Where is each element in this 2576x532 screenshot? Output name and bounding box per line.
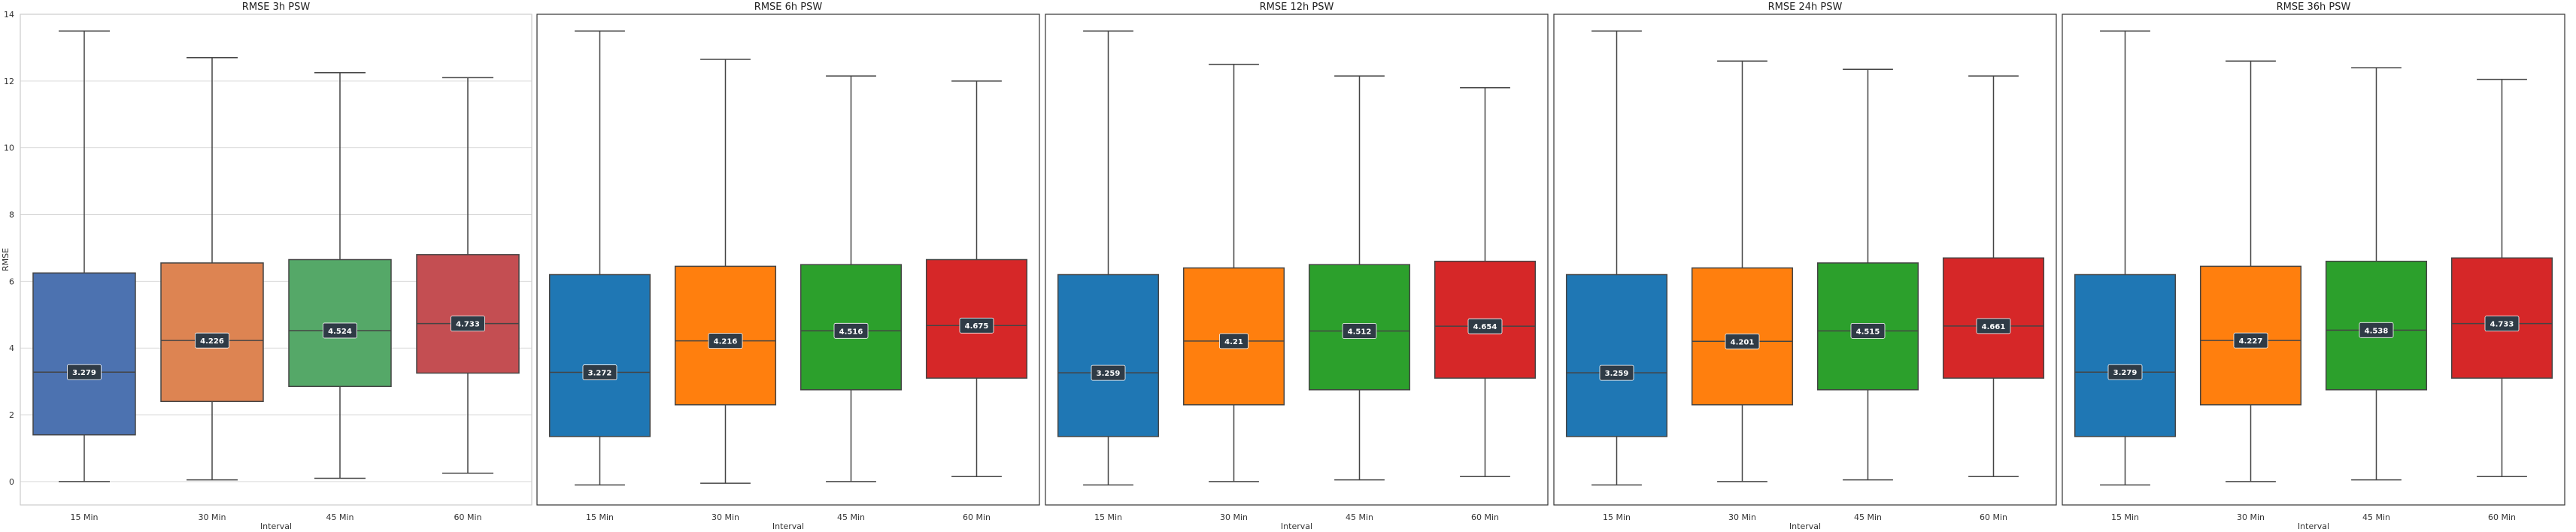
- axes-frame: [20, 14, 532, 506]
- median-label-bg: [1976, 318, 2011, 334]
- x-axis-label: Interval: [1789, 521, 1821, 531]
- median-label: 4.516: [839, 328, 863, 336]
- median-label: 4.538: [2365, 327, 2389, 335]
- x-tick-label: 45 Min: [326, 512, 353, 522]
- box-15-min: [1565, 274, 1668, 437]
- x-tick-label: 60 Min: [1980, 512, 2007, 522]
- x-tick-label: 60 Min: [2488, 512, 2516, 522]
- axes-frame: [1045, 14, 1549, 506]
- box-60-min: [416, 254, 520, 374]
- x-tick-label: 45 Min: [1854, 512, 1882, 522]
- subplot-title: RMSE 6h PSW: [754, 2, 823, 13]
- median-label: 4.216: [714, 338, 738, 346]
- median-label-bg: [2107, 364, 2143, 380]
- y-tick-label: 4: [9, 343, 14, 353]
- median-label: 4.675: [965, 322, 989, 331]
- box-60-min: [1942, 257, 2045, 379]
- box-15-min: [32, 272, 136, 436]
- y-tick-label: 8: [9, 210, 14, 220]
- median-label: 4.661: [1982, 323, 2006, 331]
- x-tick-label: 15 Min: [1094, 512, 1122, 522]
- median-label-bg: [1091, 364, 1126, 381]
- box-45-min: [1308, 264, 1411, 391]
- axes-frame: [1553, 14, 2057, 506]
- median-label-bg: [1725, 333, 1760, 349]
- median-label-bg: [323, 322, 357, 339]
- median-label: 4.512: [1348, 328, 1372, 336]
- x-tick-label: 30 Min: [1220, 512, 1248, 522]
- subplot-2: 3.272 15 Min 4.216 30 Min 4.516 45 Min 4.675 60…: [536, 2, 1040, 531]
- x-tick-label: 30 Min: [712, 512, 739, 522]
- subplot-4: 3.259 15 Min 4.201 30 Min 4.515 45 Min 4.661 60…: [1553, 2, 2057, 531]
- median-label-bg: [2484, 316, 2520, 332]
- x-axis-label: Interval: [2298, 521, 2329, 531]
- x-tick-label: 15 Min: [586, 512, 614, 522]
- subplot-5: 3.279 15 Min 4.227 30 Min 4.538 45 Min 4.733 60…: [2062, 2, 2565, 531]
- median-label-bg: [1467, 318, 1503, 334]
- median-label-bg: [1219, 333, 1249, 349]
- x-tick-label: 30 Min: [2237, 512, 2265, 522]
- median-label-bg: [582, 364, 617, 380]
- subplot-3: 3.259 15 Min 4.21 30 Min 4.512 45 Min 4.654 60 …: [1045, 2, 1549, 531]
- y-tick-label: 2: [9, 410, 14, 420]
- subplot-title: RMSE 24h PSW: [1768, 2, 1843, 13]
- subplot-title: RMSE 12h PSW: [1260, 2, 1334, 13]
- x-tick-label: 45 Min: [2362, 512, 2390, 522]
- box-15-min: [1057, 274, 1160, 437]
- median-label: 4.226: [200, 337, 224, 346]
- median-label-bg: [2233, 332, 2268, 349]
- x-axis-label: Interval: [1281, 521, 1312, 531]
- median-label-bg: [2359, 322, 2394, 338]
- box-30-min: [160, 262, 264, 403]
- x-tick-label: 60 Min: [963, 512, 991, 522]
- median-label: 3.272: [588, 370, 612, 378]
- x-tick-label: 30 Min: [198, 512, 226, 522]
- axes-frame: [536, 14, 1040, 506]
- x-axis-label: Interval: [260, 521, 292, 531]
- median-label: 4.733: [2490, 321, 2514, 329]
- median-label-bg: [67, 364, 102, 380]
- x-tick-label: 15 Min: [2111, 512, 2139, 522]
- median-label-bg: [1599, 364, 1634, 381]
- median-label: 4.227: [2239, 337, 2263, 346]
- median-label: 4.733: [456, 321, 480, 329]
- y-tick-label: 10: [4, 144, 14, 153]
- median-label-bg: [833, 322, 869, 339]
- x-tick-label: 60 Min: [1471, 512, 1499, 522]
- median-label: 3.259: [1605, 370, 1629, 378]
- median-label: 4.201: [1731, 338, 1755, 346]
- median-label-bg: [708, 333, 743, 349]
- x-tick-label: 15 Min: [70, 512, 98, 522]
- median-label: 4.654: [1473, 323, 1497, 331]
- median-label: 4.524: [328, 328, 352, 336]
- subplot-title: RMSE 3h PSW: [242, 2, 311, 13]
- median-label: 3.259: [1097, 370, 1121, 378]
- x-tick-label: 15 Min: [1603, 512, 1631, 522]
- median-label-bg: [451, 316, 485, 332]
- axes-frame: [2062, 14, 2565, 506]
- x-tick-label: 45 Min: [1346, 512, 1373, 522]
- median-label-bg: [1342, 323, 1377, 339]
- x-axis-label: Interval: [772, 521, 804, 531]
- x-tick-label: 45 Min: [837, 512, 865, 522]
- x-tick-label: 30 Min: [1728, 512, 1756, 522]
- subplot-title: RMSE 36h PSW: [2277, 2, 2351, 13]
- box-15-min: [2074, 274, 2177, 437]
- x-tick-label: 60 Min: [454, 512, 481, 522]
- y-tick-label: 12: [4, 77, 14, 86]
- median-label-bg: [1850, 322, 1886, 339]
- median-label: 4.515: [1856, 328, 1880, 336]
- median-label: 3.279: [72, 369, 96, 377]
- median-label: 3.279: [2113, 369, 2138, 377]
- median-label-bg: [195, 332, 229, 349]
- y-axis-label: RMSE: [1, 248, 11, 271]
- y-tick-label: 6: [9, 277, 14, 286]
- y-tick-label: 14: [4, 10, 14, 20]
- y-tick-label: 0: [9, 477, 14, 487]
- median-label-bg: [959, 317, 994, 334]
- box-15-min: [548, 274, 651, 437]
- median-label: 4.21: [1224, 338, 1243, 346]
